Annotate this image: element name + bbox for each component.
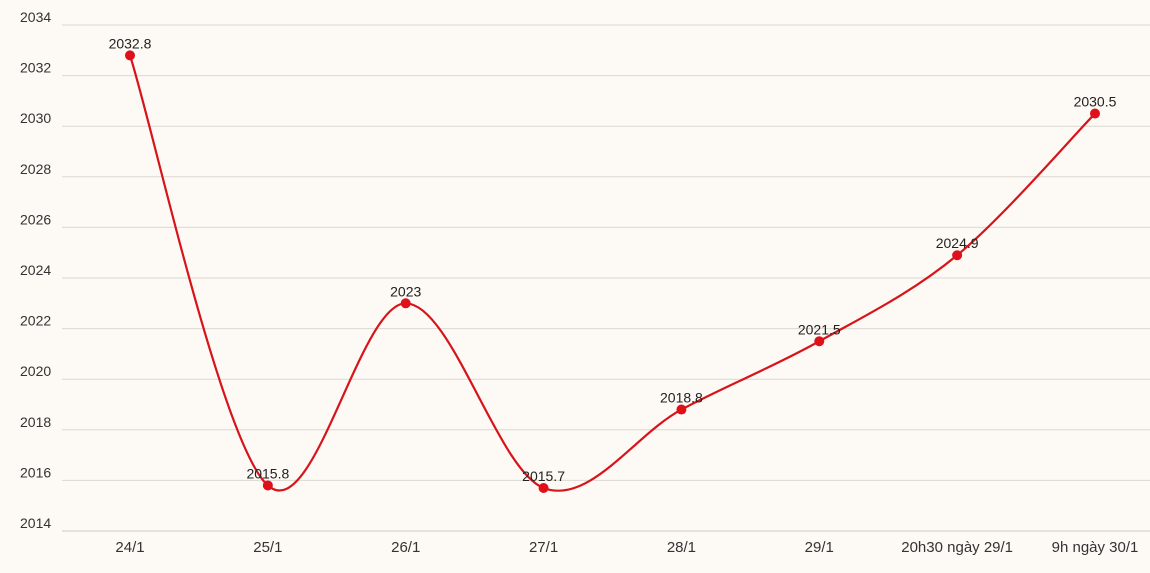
y-tick-label: 2014 — [20, 515, 51, 531]
data-point — [814, 336, 825, 347]
y-axis-ticks: 2014 2016 2018 2020 2022 2024 2026 2028 2030 2032… — [20, 9, 51, 531]
x-tick-label: 26/1 — [391, 539, 420, 556]
y-tick-label: 2026 — [20, 211, 51, 227]
data-label: 2024.9 — [936, 235, 979, 251]
x-tick-label: 29/1 — [805, 539, 834, 556]
data-points — [125, 50, 1100, 493]
data-labels: 2032.8 2015.8 2023 2015.7 2018.8 2021.5 2024.9… — [109, 35, 1117, 484]
data-label: 2015.8 — [246, 465, 289, 481]
x-tick-label: 9h ngày 30/1 — [1052, 539, 1139, 556]
grid-lines — [62, 24, 1150, 532]
data-point — [400, 298, 411, 309]
data-point — [125, 50, 135, 61]
data-label: 2032.8 — [109, 35, 152, 51]
y-tick-label: 2032 — [20, 60, 51, 76]
data-label: 2015.7 — [522, 468, 565, 484]
y-tick-label: 2020 — [20, 363, 51, 379]
y-tick-label: 2016 — [20, 464, 51, 480]
series-path — [128, 55, 1096, 492]
y-tick-label: 2030 — [20, 110, 51, 126]
series-line — [128, 55, 1096, 492]
data-label: 2018.8 — [660, 390, 703, 406]
data-point — [262, 480, 273, 491]
data-point — [538, 482, 549, 493]
x-axis-ticks: 24/1 25/1 26/1 27/1 28/1 29/1 20h30 ngày 29/1 9… — [115, 539, 1138, 556]
y-tick-label: 2034 — [20, 9, 51, 25]
y-tick-label: 2028 — [20, 161, 51, 177]
y-tick-label: 2022 — [20, 313, 51, 329]
x-tick-label: 25/1 — [253, 539, 282, 556]
data-point — [676, 404, 687, 415]
y-tick-label: 2018 — [20, 414, 51, 430]
data-point — [952, 250, 963, 261]
x-tick-label: 28/1 — [667, 539, 696, 556]
x-tick-label: 27/1 — [529, 539, 558, 556]
y-tick-label: 2024 — [20, 262, 51, 278]
x-tick-label: 24/1 — [115, 539, 144, 556]
x-tick-label: 20h30 ngày 29/1 — [901, 539, 1013, 556]
data-label: 2030.5 — [1074, 94, 1117, 110]
data-label: 2023 — [390, 283, 421, 299]
data-point — [1090, 108, 1100, 119]
data-label: 2021.5 — [798, 321, 841, 337]
